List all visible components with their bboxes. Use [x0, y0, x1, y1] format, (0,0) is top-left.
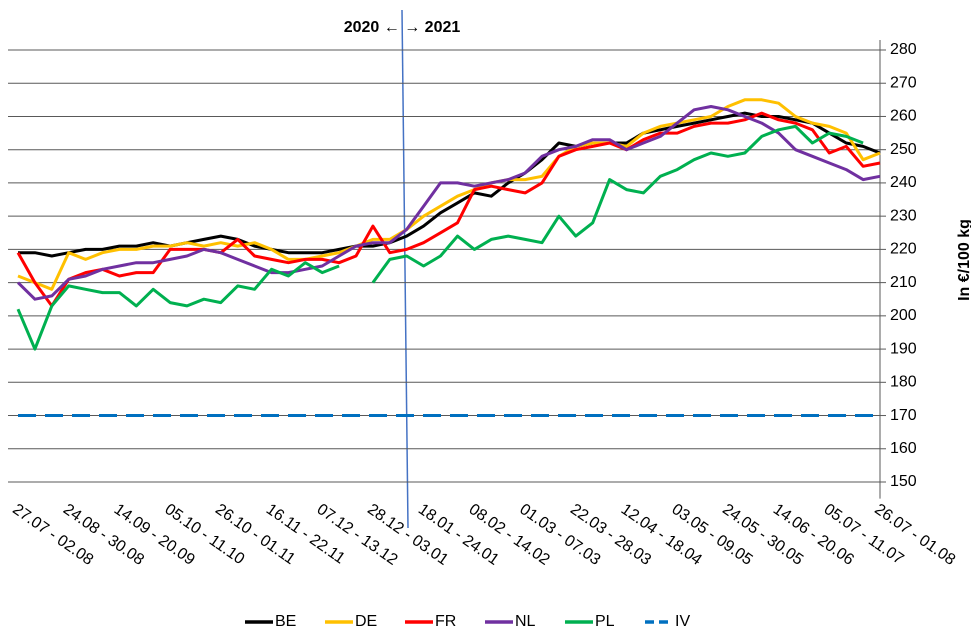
y-tick-label: 260 [890, 108, 917, 125]
y-tick-label: 210 [890, 274, 917, 291]
legend-label: FR [435, 613, 456, 630]
series-line [17, 98, 881, 291]
year-divider [401, 9, 409, 529]
legend-label: DE [355, 613, 377, 630]
y-tick-label: 190 [890, 340, 917, 357]
series-line [18, 111, 881, 258]
series-line [16, 105, 881, 301]
y-axis-label: In €/100 kg [956, 219, 971, 301]
y-tick-label: 280 [890, 41, 917, 58]
y-tick-label: 230 [890, 207, 917, 224]
y-tick-label: 250 [890, 141, 917, 158]
y-tick-label: 180 [890, 374, 917, 391]
y-tick-label: 220 [890, 241, 917, 258]
y-tick-label: 240 [890, 174, 917, 191]
y-tick-label: 160 [890, 440, 917, 457]
series-line [16, 124, 864, 351]
legend-label: BE [275, 613, 296, 630]
y-tick-label: 170 [890, 407, 917, 424]
legend-label: NL [515, 613, 536, 630]
y-tick-label: 200 [890, 307, 917, 324]
y-tick-label: 150 [890, 473, 917, 490]
y-tick-label: 270 [890, 74, 917, 91]
legend-label: PL [595, 613, 615, 630]
legend-label: IV [675, 613, 690, 630]
